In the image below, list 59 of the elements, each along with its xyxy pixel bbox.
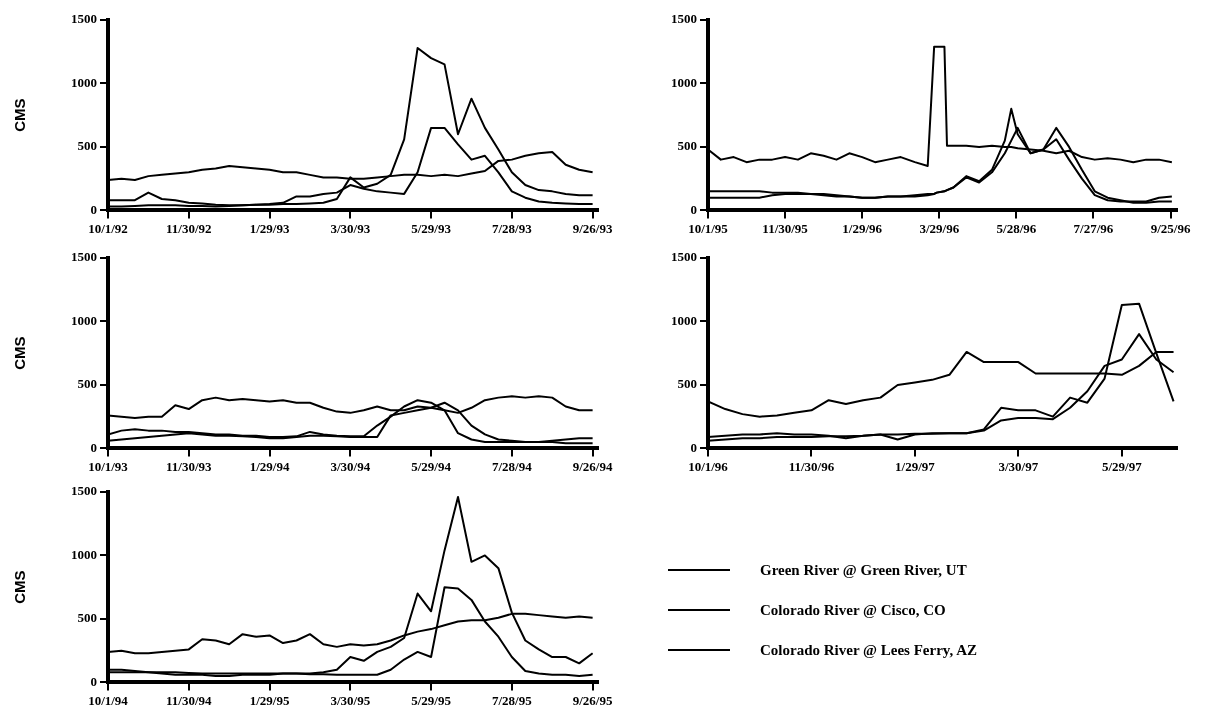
x-tick-label: 10/1/94 [88, 692, 129, 708]
y-tick-label: 500 [77, 138, 97, 154]
x-tick-label: 10/1/93 [88, 458, 129, 474]
x-tick-label: 1/29/95 [249, 692, 290, 708]
x-tick-label: 11/30/96 [788, 458, 835, 474]
y-tick-label: 0 [690, 439, 697, 455]
x-tick-label: 11/30/94 [166, 692, 213, 708]
y-tick-label: 1000 [71, 546, 97, 562]
y-tick-label: 1500 [71, 483, 97, 499]
y-tick-label: 500 [77, 610, 97, 626]
x-tick-label: 7/27/96 [1073, 220, 1114, 236]
y-tick-label: 1000 [71, 312, 97, 328]
x-tick-label: 11/30/92 [166, 220, 212, 236]
x-tick-label: 7/28/95 [491, 692, 533, 708]
x-tick-label: 1/29/93 [249, 220, 290, 236]
x-tick-label: 1/29/94 [249, 458, 290, 474]
x-tick-label: 10/1/92 [88, 220, 128, 236]
y-axis-title: CMS [11, 570, 29, 604]
y-tick-label: 1000 [671, 312, 697, 328]
y-tick-label: 0 [690, 201, 697, 217]
x-tick-label: 9/25/96 [1150, 220, 1191, 236]
x-tick-label: 3/29/96 [919, 220, 960, 236]
y-tick-label: 1000 [671, 74, 697, 90]
x-tick-label: 1/29/96 [842, 220, 883, 236]
x-tick-label: 10/1/96 [688, 458, 729, 474]
x-tick-label: 11/30/95 [762, 220, 809, 236]
x-tick-label: 5/29/97 [1101, 458, 1143, 474]
x-tick-label: 3/30/95 [330, 692, 371, 708]
y-tick-label: 1500 [71, 249, 97, 265]
y-axis-title: CMS [11, 336, 29, 370]
y-tick-label: 1500 [671, 11, 697, 27]
y-tick-label: 0 [90, 439, 97, 455]
y-tick-label: 1000 [71, 74, 97, 90]
x-tick-label: 7/28/93 [491, 220, 533, 236]
y-tick-label: 1500 [671, 249, 697, 265]
x-tick-label: 9/26/93 [572, 220, 613, 236]
legend-label: Colorado River @ Lees Ferry, AZ [760, 641, 977, 659]
x-tick-label: 3/30/97 [998, 458, 1039, 474]
x-tick-label: 7/28/94 [491, 458, 533, 474]
y-tick-label: 500 [677, 376, 697, 392]
x-tick-label: 3/30/93 [330, 220, 371, 236]
x-tick-label: 5/28/96 [996, 220, 1037, 236]
y-tick-label: 0 [90, 673, 97, 689]
y-tick-label: 1500 [71, 11, 97, 27]
x-tick-label: 11/30/93 [166, 458, 213, 474]
x-tick-label: 10/1/95 [688, 220, 729, 236]
y-tick-label: 500 [77, 376, 97, 392]
x-tick-label: 5/29/93 [411, 220, 452, 236]
x-tick-label: 5/29/94 [411, 458, 452, 474]
legend-label: Green River @ Green River, UT [760, 561, 967, 579]
x-tick-label: 5/29/95 [411, 692, 452, 708]
y-axis-title: CMS [11, 98, 29, 132]
y-tick-label: 0 [90, 201, 97, 217]
x-tick-label: 1/29/97 [895, 458, 936, 474]
y-tick-label: 500 [677, 138, 697, 154]
x-tick-label: 9/26/94 [572, 458, 613, 474]
legend-label: Colorado River @ Cisco, CO [760, 601, 946, 619]
x-tick-label: 9/26/95 [572, 692, 613, 708]
x-tick-label: 3/30/94 [330, 458, 371, 474]
